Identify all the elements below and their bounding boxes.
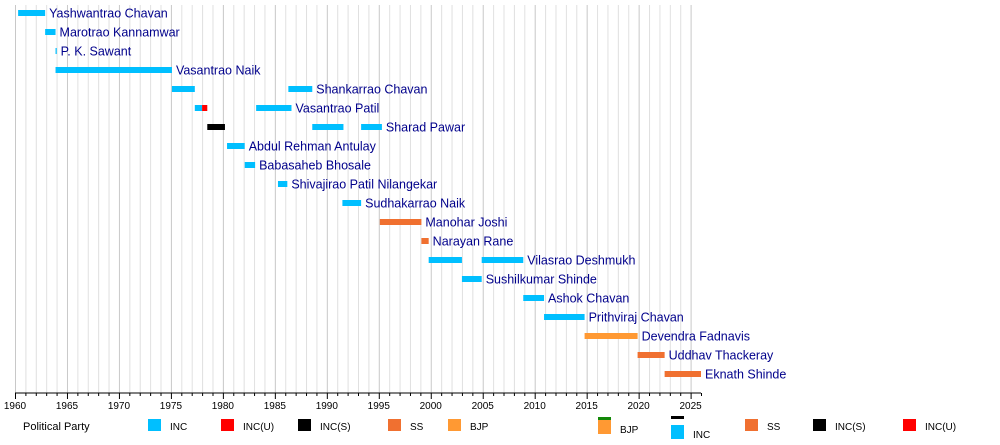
- timeline-bar: [55, 67, 172, 73]
- x-tick-label: 1985: [264, 401, 287, 412]
- timeline-bar: [244, 162, 256, 168]
- timeline-bar: [428, 257, 462, 263]
- timeline-bar: [421, 238, 429, 244]
- legend-label: INC(S): [835, 422, 866, 433]
- legend-label: INC(U): [243, 422, 274, 433]
- legend-swatch: [813, 419, 826, 431]
- timeline-bar: [379, 219, 422, 225]
- x-tick-label: 2020: [628, 401, 651, 412]
- timeline-bar: [256, 105, 292, 111]
- legend-accent: [598, 417, 611, 420]
- x-tick-label: 2000: [420, 401, 443, 412]
- x-tick-label: 1960: [4, 401, 27, 412]
- row-label: Vasantrao Naik: [176, 64, 261, 78]
- row-label: Babasaheb Bhosale: [259, 159, 371, 173]
- x-tick-label: 1965: [56, 401, 79, 412]
- timeline-bar: [207, 124, 225, 130]
- legend-label: SS: [410, 422, 424, 433]
- legend-swatch: [448, 419, 461, 431]
- timeline-bar: [18, 10, 46, 16]
- legend: Political Party INC INC(U) INC(S) SS BJP BJP IN…: [23, 416, 956, 441]
- bars-layer: [18, 10, 701, 377]
- legend-title: Political Party: [23, 421, 90, 433]
- row-label: P. K. Sawant: [61, 45, 132, 59]
- timeline-bar: [288, 86, 313, 92]
- x-axis: 1960 1965 1970 1975 1980 1985 1990 1995 2000 2005…: [4, 392, 702, 412]
- legend-accent: [671, 416, 684, 419]
- row-label: Yashwantrao Chavan: [49, 7, 168, 21]
- timeline-bar: [481, 257, 524, 263]
- timeline-bar: [45, 29, 56, 35]
- legend-swatch: [671, 425, 684, 439]
- row-label: Sushilkumar Shinde: [486, 273, 597, 287]
- row-label: Prithviraj Chavan: [589, 311, 684, 325]
- row-label: Devendra Fadnavis: [642, 330, 750, 344]
- timeline-bar: [361, 124, 382, 130]
- row-label: Shivajirao Patil Nilangekar: [291, 178, 437, 192]
- x-tick-label: 1980: [212, 401, 235, 412]
- row-label: Eknath Shinde: [705, 368, 786, 382]
- row-label: Narayan Rane: [433, 235, 514, 249]
- row-label: Vilasrao Deshmukh: [527, 254, 635, 268]
- x-tick-label: 2005: [472, 401, 495, 412]
- row-label: Ashok Chavan: [548, 292, 629, 306]
- legend-label: INC(U): [925, 422, 956, 433]
- row-label: Uddhav Thackeray: [669, 349, 774, 363]
- x-tick-label: 1990: [316, 401, 339, 412]
- timeline-bar: [277, 181, 288, 187]
- timeline-bar: [461, 276, 482, 282]
- timeline-bar: [637, 352, 665, 358]
- legend-label: INC: [693, 430, 710, 440]
- legend-swatch: [298, 419, 311, 431]
- timeline-bar: [171, 86, 195, 92]
- x-tick-label: 1975: [160, 401, 183, 412]
- x-tick-label: 2010: [524, 401, 547, 412]
- legend-swatch: [221, 419, 234, 431]
- row-label: Sharad Pawar: [386, 121, 465, 135]
- legend-swatch: [903, 419, 916, 431]
- legend-swatch: [598, 420, 611, 434]
- row-label: Vasantrao Patil: [295, 102, 379, 116]
- row-label: Marotrao Kannamwar: [60, 26, 180, 40]
- timeline-bar: [312, 124, 344, 130]
- timeline-bar: [202, 105, 208, 111]
- legend-label: INC(S): [320, 422, 351, 433]
- timeline-bar: [194, 105, 203, 111]
- row-label: Manohar Joshi: [425, 216, 507, 230]
- x-tick-label: 1995: [368, 401, 391, 412]
- row-label: Sudhakarrao Naik: [365, 197, 466, 211]
- legend-label: SS: [767, 422, 781, 433]
- timeline-bar: [544, 314, 585, 320]
- timeline-bar: [55, 48, 57, 54]
- timeline-bar: [342, 200, 362, 206]
- legend-swatch: [745, 419, 758, 431]
- row-label: Shankarrao Chavan: [316, 83, 427, 97]
- x-tick-label: 2015: [576, 401, 599, 412]
- legend-label: BJP: [470, 422, 489, 433]
- legend-swatch: [148, 419, 161, 431]
- timeline-bar: [584, 333, 638, 339]
- timeline-bar: [227, 143, 245, 149]
- x-tick-label: 2025: [679, 401, 702, 412]
- row-label: Abdul Rehman Antulay: [249, 140, 377, 154]
- legend-label: BJP: [620, 425, 639, 436]
- legend-swatch: [388, 419, 401, 431]
- timeline-bar: [664, 371, 701, 377]
- x-tick-label: 1970: [108, 401, 131, 412]
- row-labels: Yashwantrao Chavan Marotrao Kannamwar P. K…: [49, 7, 786, 382]
- legend-label: INC: [170, 422, 187, 433]
- timeline-bar: [523, 295, 545, 301]
